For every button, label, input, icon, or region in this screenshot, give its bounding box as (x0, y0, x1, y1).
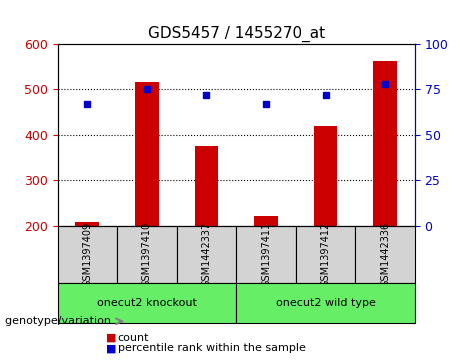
Text: GSM1397410: GSM1397410 (142, 222, 152, 287)
Text: GSM1397409: GSM1397409 (83, 222, 92, 287)
FancyBboxPatch shape (236, 226, 296, 283)
Text: count: count (118, 333, 149, 343)
Text: GSM1397411: GSM1397411 (261, 222, 271, 287)
FancyBboxPatch shape (58, 283, 236, 323)
Text: ■: ■ (106, 333, 117, 343)
Title: GDS5457 / 1455270_at: GDS5457 / 1455270_at (148, 26, 325, 42)
FancyBboxPatch shape (296, 226, 355, 283)
FancyBboxPatch shape (177, 226, 236, 283)
Text: ■: ■ (106, 343, 117, 354)
FancyBboxPatch shape (355, 226, 415, 283)
Text: GSM1442336: GSM1442336 (380, 222, 390, 287)
Bar (373, 61, 397, 226)
Bar (313, 126, 337, 226)
FancyBboxPatch shape (58, 226, 117, 283)
Bar (76, 221, 99, 226)
Text: GSM1397412: GSM1397412 (320, 222, 331, 287)
Bar (135, 82, 159, 226)
Text: onecut2 wild type: onecut2 wild type (276, 298, 376, 308)
Text: genotype/variation: genotype/variation (5, 316, 114, 326)
FancyBboxPatch shape (236, 283, 415, 323)
Text: percentile rank within the sample: percentile rank within the sample (118, 343, 306, 354)
Bar (195, 146, 219, 226)
Text: GSM1442337: GSM1442337 (201, 222, 212, 287)
Text: onecut2 knockout: onecut2 knockout (97, 298, 197, 308)
Bar (254, 216, 278, 226)
FancyBboxPatch shape (117, 226, 177, 283)
